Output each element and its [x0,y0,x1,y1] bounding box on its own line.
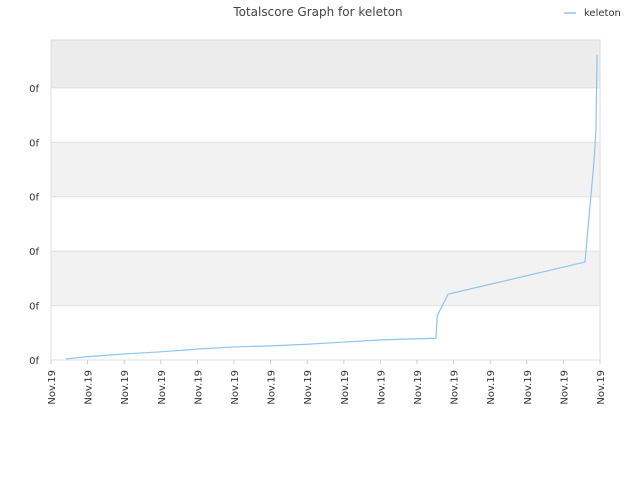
x-tick-label: Nov.19 [486,370,497,405]
x-tick-label: Nov.19 [596,370,607,405]
x-tick-label: Nov.19 [523,370,534,405]
x-tick-label: Nov.19 [413,370,424,405]
y-tick-label: 0f [29,84,39,95]
x-tick-label: Nov.19 [47,370,58,405]
x-tick-label: Nov.19 [559,370,570,405]
x-tick-label: Nov.19 [303,370,314,405]
x-tick-label: Nov.19 [230,370,241,405]
y-tick-label: 0f [29,247,39,258]
x-tick-label: Nov.19 [340,370,351,405]
legend-label: keleton [584,8,621,19]
x-tick-label: Nov.19 [267,370,278,405]
y-tick-label: 0f [29,193,39,204]
chart-title: Totalscore Graph for keleton [232,5,402,19]
plot-band [51,142,600,197]
y-tick-label: 0f [29,138,39,149]
data-line [65,54,598,360]
plot-band [51,40,600,88]
plot-band [51,251,600,306]
y-tick-label: 0f [29,356,39,367]
x-tick-label: Nov.19 [84,370,95,405]
x-tick-label: Nov.19 [450,370,461,405]
x-tick-label: Nov.19 [157,370,168,405]
x-tick-label: Nov.19 [376,370,387,405]
x-tick-label: Nov.19 [193,370,204,405]
y-tick-label: 0f [29,302,39,313]
x-tick-label: Nov.19 [120,370,131,405]
